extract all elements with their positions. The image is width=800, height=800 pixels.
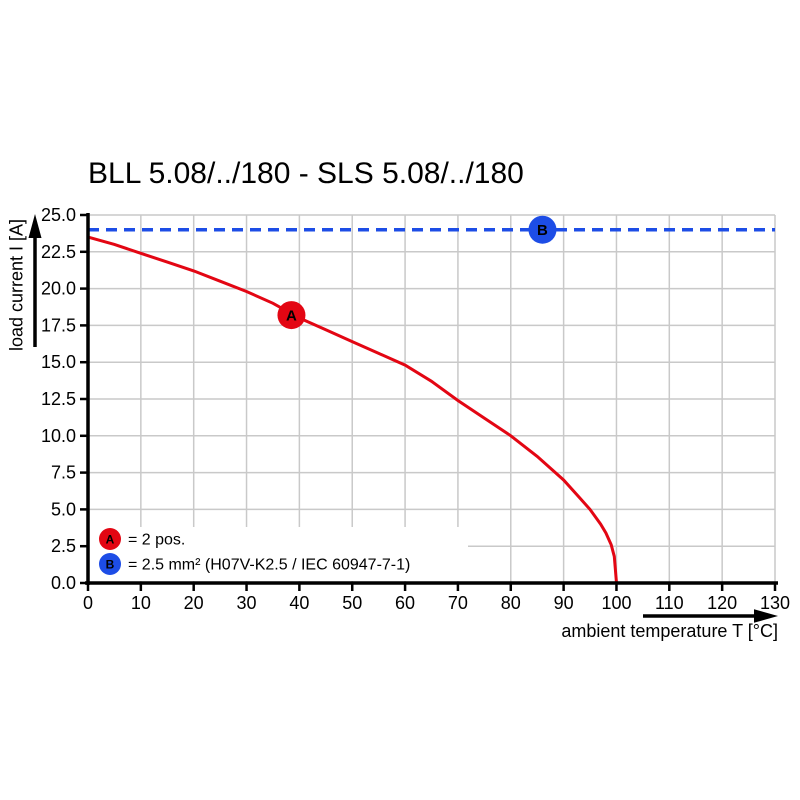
- x-tick-label: 90: [554, 593, 574, 613]
- y-axis-arrowhead-icon: [28, 214, 42, 238]
- marker-b-label: B: [537, 222, 548, 239]
- x-tick-label: 80: [501, 593, 521, 613]
- x-tick-label: 30: [237, 593, 257, 613]
- x-tick-label: 10: [131, 593, 151, 613]
- y-axis-label: load current I [A]: [6, 218, 27, 352]
- y-tick-label: 5.0: [51, 499, 76, 519]
- chart-title: BLL 5.08/../180 - SLS 5.08/../180: [88, 157, 524, 190]
- y-tick-label: 2.5: [51, 536, 76, 556]
- y-tick-label: 17.5: [41, 315, 76, 335]
- legend-b-text: = 2.5 mm² (H07V-K2.5 / IEC 60947-7-1): [128, 557, 410, 574]
- x-tick-label: 70: [448, 593, 468, 613]
- x-axis-arrowhead-icon: [754, 609, 778, 623]
- marker-b-circle: [528, 215, 557, 244]
- legend-b-swatch: [99, 553, 121, 575]
- y-tick-label: 20.0: [41, 279, 76, 299]
- x-tick-label: 60: [395, 593, 415, 613]
- marker-a-circle: [277, 301, 306, 330]
- y-tick-label: 10.0: [41, 426, 76, 446]
- y-tick-label: 12.5: [41, 389, 76, 409]
- x-tick-label: 20: [184, 593, 204, 613]
- y-tick-label: 22.5: [41, 242, 76, 262]
- legend-b-badge: B: [106, 558, 115, 572]
- x-tick-label: 0: [83, 593, 93, 613]
- x-tick-label: 110: [655, 593, 684, 613]
- y-tick-label: 15.0: [41, 352, 76, 372]
- legend-box: [89, 527, 468, 581]
- x-tick-label: 100: [601, 593, 631, 613]
- x-tick-label: 130: [760, 593, 790, 613]
- x-tick-label: 120: [707, 593, 737, 613]
- derating-curve: [87, 235, 618, 584]
- x-axis-label: ambient temperature T [°C]: [561, 621, 778, 641]
- y-tick-label: 0.0: [51, 573, 76, 593]
- x-tick-label: 50: [342, 593, 362, 613]
- y-tick-label: 7.5: [51, 463, 76, 483]
- legend-a-badge: A: [106, 533, 115, 547]
- legend-a-text: = 2 pos.: [128, 532, 185, 549]
- x-tick-label: 40: [289, 593, 309, 613]
- legend-a-swatch: [99, 528, 121, 550]
- marker-a-label: A: [286, 308, 297, 325]
- y-tick-label: 25.0: [41, 205, 76, 225]
